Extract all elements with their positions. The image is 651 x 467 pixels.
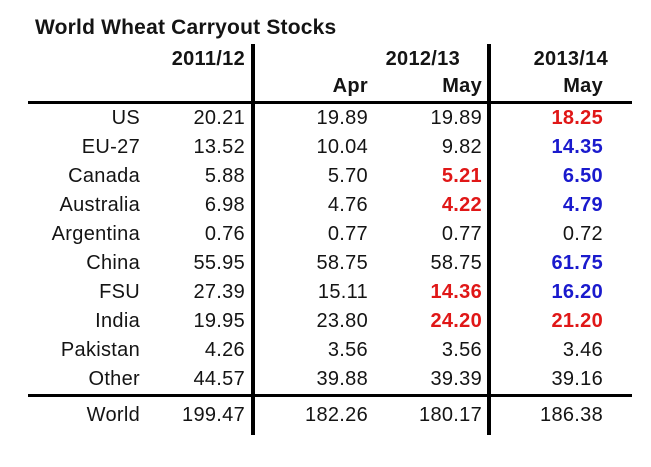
value-cell: 21.20 — [487, 307, 632, 336]
row-label: Australia — [59, 194, 140, 216]
row-label: FSU — [99, 281, 140, 303]
col-header-2011-12: 2011/12 — [171, 48, 245, 70]
table-row: Other 44.57 39.88 39.39 39.16 — [28, 365, 632, 394]
value-cell: 13.52 — [193, 136, 245, 158]
row-label: India — [95, 310, 140, 332]
table-row: China 55.95 58.75 58.75 61.75 — [28, 249, 632, 278]
table-row: India 19.95 23.80 24.20 21.20 — [28, 307, 632, 336]
value-cell: 58.75 — [251, 249, 371, 278]
value-cell: 10.04 — [251, 133, 371, 162]
value-cell: 55.95 — [193, 252, 245, 274]
value-cell: 61.75 — [487, 249, 632, 278]
value-cell: 18.25 — [487, 104, 632, 133]
value-cell: 0.77 — [251, 220, 371, 249]
value-cell: 182.26 — [251, 397, 371, 435]
value-cell: 3.56 — [441, 339, 482, 361]
table-body: US 20.21 19.89 19.89 18.25 EU-27 13.52 1… — [28, 104, 632, 435]
value-cell: 19.95 — [193, 310, 245, 332]
col-header-apr: Apr — [251, 74, 371, 101]
wheat-stocks-table: 2011/12 2012/13 2013/14 Apr May May US 2… — [28, 44, 632, 435]
value-cell: 15.11 — [251, 278, 371, 307]
col-header-2013-14: 2013/14 — [487, 44, 632, 74]
value-cell: 24.20 — [430, 310, 482, 332]
spacer-cell — [28, 44, 150, 74]
table-row: Australia 6.98 4.76 4.22 4.79 — [28, 191, 632, 220]
table-row: Canada 5.88 5.70 5.21 6.50 — [28, 162, 632, 191]
row-label: US — [111, 107, 140, 129]
spacer-cell — [150, 74, 251, 101]
value-cell: 19.89 — [430, 107, 482, 129]
value-cell: 180.17 — [419, 404, 482, 426]
value-cell: 39.39 — [430, 368, 482, 390]
value-cell: 39.16 — [487, 365, 632, 394]
value-cell: 5.88 — [204, 165, 245, 187]
col-header-may-2012: May — [442, 75, 482, 97]
value-cell: 5.70 — [251, 162, 371, 191]
value-cell: 3.56 — [251, 336, 371, 365]
world-total-row: World 199.47 182.26 180.17 186.38 — [28, 394, 632, 435]
col-header-may-2013: May — [487, 74, 632, 101]
value-cell: 19.89 — [251, 104, 371, 133]
month-header-row: Apr May May — [28, 74, 632, 104]
table-row: US 20.21 19.89 19.89 18.25 — [28, 104, 632, 133]
value-cell: 0.76 — [204, 223, 245, 245]
value-cell: 4.22 — [441, 194, 482, 216]
table-title: World Wheat Carryout Stocks — [35, 16, 337, 39]
row-label: World — [86, 404, 140, 426]
table-row: FSU 27.39 15.11 14.36 16.20 — [28, 278, 632, 307]
value-cell: 6.50 — [487, 162, 632, 191]
value-cell: 186.38 — [487, 397, 632, 435]
value-cell: 4.79 — [487, 191, 632, 220]
value-cell: 0.77 — [441, 223, 482, 245]
value-cell: 4.26 — [204, 339, 245, 361]
table-row: Argentina 0.76 0.77 0.77 0.72 — [28, 220, 632, 249]
value-cell: 3.46 — [487, 336, 632, 365]
value-cell: 39.88 — [251, 365, 371, 394]
row-label: Argentina — [51, 223, 140, 245]
value-cell: 27.39 — [193, 281, 245, 303]
value-cell: 9.82 — [441, 136, 482, 158]
value-cell: 58.75 — [430, 252, 482, 274]
table-row: Pakistan 4.26 3.56 3.56 3.46 — [28, 336, 632, 365]
value-cell: 5.21 — [441, 165, 482, 187]
row-label: China — [86, 252, 140, 274]
table-row: EU-27 13.52 10.04 9.82 14.35 — [28, 133, 632, 162]
value-cell: 20.21 — [193, 107, 245, 129]
spacer-cell — [28, 74, 150, 101]
value-cell: 14.35 — [487, 133, 632, 162]
value-cell: 199.47 — [182, 404, 245, 426]
row-label: EU-27 — [81, 136, 140, 158]
value-cell: 14.36 — [430, 281, 482, 303]
value-cell: 0.72 — [487, 220, 632, 249]
row-label: Other — [88, 368, 140, 390]
value-cell: 4.76 — [251, 191, 371, 220]
row-label: Pakistan — [60, 339, 140, 361]
value-cell: 16.20 — [487, 278, 632, 307]
col-header-2012-13: 2012/13 — [251, 44, 487, 74]
value-cell: 44.57 — [193, 368, 245, 390]
year-header-row: 2011/12 2012/13 2013/14 — [28, 44, 632, 74]
value-cell: 6.98 — [204, 194, 245, 216]
value-cell: 23.80 — [251, 307, 371, 336]
row-label: Canada — [68, 165, 140, 187]
